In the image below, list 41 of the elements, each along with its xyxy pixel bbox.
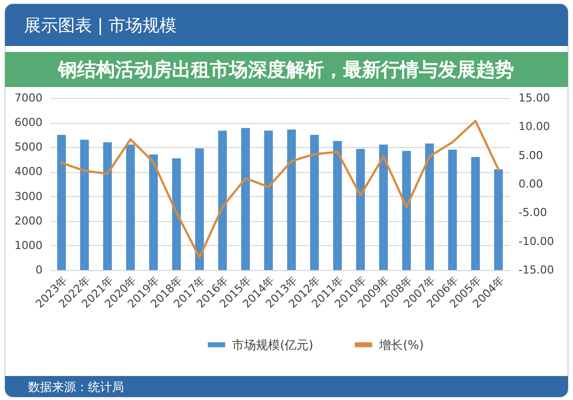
chart-title: 钢结构活动房出租市场深度解析，最新行情与发展趋势 xyxy=(57,59,514,81)
bar xyxy=(425,143,434,270)
bar xyxy=(287,129,296,270)
y2-tick-label: 15.00 xyxy=(518,92,550,104)
bar xyxy=(402,150,411,270)
bar xyxy=(448,150,457,270)
y-tick-label: 4000 xyxy=(14,165,42,178)
bar xyxy=(356,148,365,270)
bar xyxy=(126,144,135,270)
y-tick-label: 6000 xyxy=(14,116,42,130)
bar xyxy=(80,140,89,270)
legend-label: 增长(%) xyxy=(378,338,424,352)
y2-tick-label: -15.00 xyxy=(518,264,554,276)
bar xyxy=(333,141,342,270)
bar xyxy=(471,156,480,270)
y2-tick-label: 5.00 xyxy=(518,148,543,162)
chart-subtitle: 展示图表 | 市场规模 xyxy=(24,16,177,36)
y2-tick-label: 0.00 xyxy=(518,178,543,190)
line-series xyxy=(60,120,500,258)
y-tick-label: 3000 xyxy=(14,190,42,203)
legend-label: 市场规模(亿元) xyxy=(232,338,314,352)
bar xyxy=(103,142,112,270)
y2-tick-label: -5.00 xyxy=(518,206,547,220)
y2-tick-label: -10.00 xyxy=(518,234,554,248)
y-tick-label: 0 xyxy=(36,264,42,276)
bar xyxy=(264,130,273,270)
source-note: 数据来源：统计局 xyxy=(28,380,124,394)
bar xyxy=(149,154,158,270)
y-tick-label: 1000 xyxy=(14,238,42,252)
y-tick-label: 2000 xyxy=(14,214,42,228)
bar xyxy=(218,130,227,270)
y-tick-label: 7000 xyxy=(14,92,42,104)
bar xyxy=(494,169,503,270)
bar xyxy=(57,134,66,270)
y2-tick-label: 10.00 xyxy=(518,120,550,134)
bar xyxy=(379,144,388,270)
y-tick-label: 5000 xyxy=(14,140,42,154)
bar xyxy=(195,148,204,270)
bar xyxy=(241,128,250,270)
bar xyxy=(310,134,319,270)
bar xyxy=(172,158,181,270)
